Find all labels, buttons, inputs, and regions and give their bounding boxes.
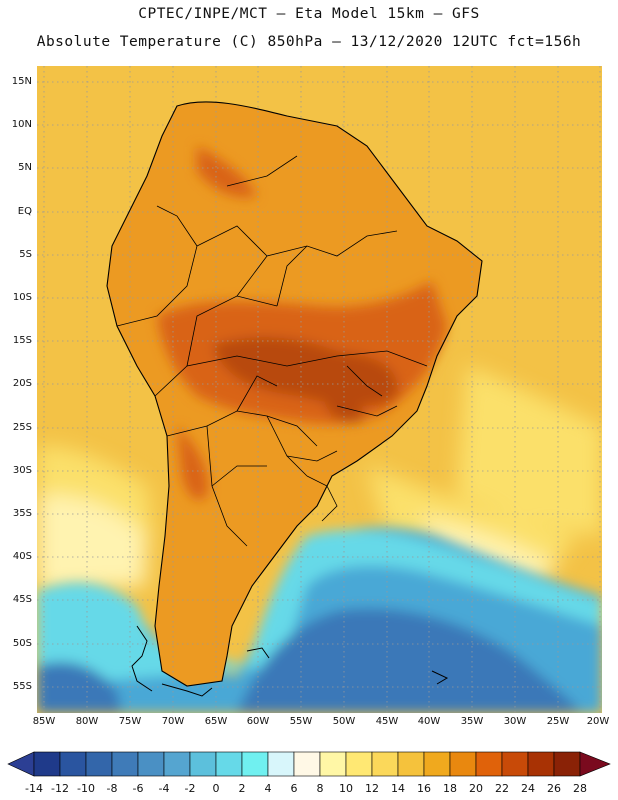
colorbar-label: 16 [417,782,431,795]
lon-label-75w: 75W [118,716,142,727]
lat-label-10s: 10S [12,292,32,303]
field-pale-pacific [37,495,147,591]
field-deep-cold-pacific [37,662,122,713]
colorbar-bin [293,751,321,777]
colorbar-label: -10 [77,782,95,795]
colorbar-bin [501,751,529,777]
field-mild-atlantic [457,366,602,536]
colorbar-bin [449,751,477,777]
lat-label-25s: 25S [12,422,32,433]
lon-label-30w: 30W [503,716,527,727]
colorbar-label: 0 [212,782,220,795]
lon-label-85w: 85W [32,716,56,727]
colorbar-label: 26 [547,782,561,795]
colorbar-underflow-triangle [7,751,35,777]
colorbar-label: 14 [391,782,405,795]
colorbar-label: 10 [339,782,353,795]
lon-label-50w: 50W [332,716,356,727]
colorbar-bin [137,751,165,777]
colorbar-label: 22 [495,782,509,795]
lon-label-55w: 55W [289,716,313,727]
colorbar-bin [397,751,425,777]
colorbar-bin [345,751,373,777]
lon-label-25w: 25W [546,716,570,727]
field-hot-north [197,146,257,198]
colorbar-label: 2 [238,782,246,795]
colorbar-bin [267,751,295,777]
colorbar-bin [319,751,347,777]
lat-label-5s: 5S [19,249,32,260]
colorbar-bin [59,751,87,777]
lon-label-20w: 20W [586,716,610,727]
fuegian-islands [131,625,449,697]
colorbar-label: 4 [264,782,272,795]
temperature-map [37,66,602,713]
colorbar-label: 8 [316,782,324,795]
lon-label-60w: 60W [246,716,270,727]
lon-label-45w: 45W [375,716,399,727]
colorbar-label: 12 [365,782,379,795]
field-cyan-band [37,529,602,686]
colorbar-label: -4 [158,782,170,795]
colorbar-bin [475,751,503,777]
colorbar-bin [85,751,113,777]
colorbar-label: 24 [521,782,535,795]
lat-label-30s: 30S [12,465,32,476]
map-title: CPTEC/INPE/MCT – Eta Model 15km – GFS [138,6,480,22]
colorbar-label: -12 [51,782,69,795]
graticule [37,66,602,713]
country-borders [116,155,428,547]
colorbar-label: -6 [132,782,144,795]
lat-label-eq: EQ [17,206,32,217]
lon-label-40w: 40W [417,716,441,727]
colorbar-bin [215,751,243,777]
colorbar-bin [33,751,61,777]
lon-label-80w: 80W [75,716,99,727]
coastline [106,101,483,687]
colorbar-label: -14 [25,782,43,795]
lat-label-15n: 15N [11,76,32,87]
lat-label-55s: 55S [12,681,32,692]
field-core-hot-2 [322,386,363,423]
colorbar-bin [553,751,581,777]
colorbar-bin [371,751,399,777]
colorbar-label: 28 [573,782,587,795]
lat-label-5n: 5N [18,162,32,173]
lat-label-10n: 10N [11,119,32,130]
lat-label-45s: 45S [12,594,32,605]
colorbar-bin [189,751,217,777]
lat-label-40s: 40S [12,551,32,562]
lat-label-15s: 15S [12,335,32,346]
colorbar-label: 18 [443,782,457,795]
field-hot-chaco [177,426,208,500]
colorbar-label: 20 [469,782,483,795]
lat-label-35s: 35S [12,508,32,519]
field-core-hot [212,336,398,406]
colorbar-bin [241,751,269,777]
colorbar-label: -2 [184,782,196,795]
colorbar-bin [527,751,555,777]
colorbar-overflow-triangle [579,751,611,777]
lon-label-65w: 65W [204,716,228,727]
lon-label-70w: 70W [161,716,185,727]
map-subtitle: Absolute Temperature (C) 850hPa – 13/12/… [36,34,582,50]
colorbar-label: -8 [106,782,118,795]
field-pale-atlantic [417,516,557,586]
lon-label-35w: 35W [460,716,484,727]
lat-label-20s: 20S [12,378,32,389]
colorbar-bin [423,751,451,777]
colorbar-bin [163,751,191,777]
lat-label-50s: 50S [12,638,32,649]
colorbar-bin [111,751,139,777]
colorbar-label: 6 [290,782,298,795]
